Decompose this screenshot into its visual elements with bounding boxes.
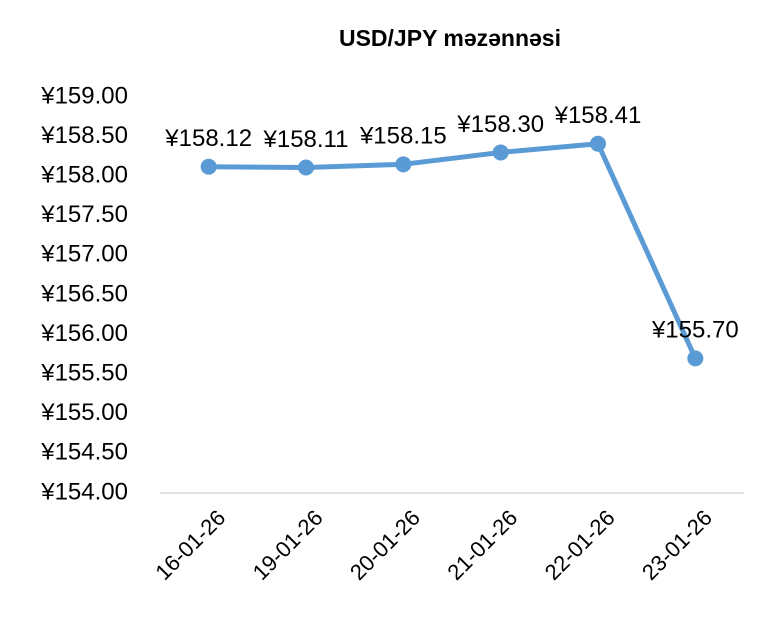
data-label: ¥158.30 [456, 111, 544, 138]
line [208, 141, 698, 360]
x-tick-label: 20-01-26 [345, 505, 425, 585]
x-tick-label: 21-01-26 [442, 505, 522, 585]
marker [590, 135, 606, 152]
y-tick-label: ¥156.50 [40, 280, 128, 307]
x-tick-label: 23-01-26 [637, 505, 717, 585]
data-label: ¥158.12 [164, 125, 252, 152]
x-tick-label: 19-01-26 [248, 505, 328, 585]
marker [395, 156, 412, 173]
data-label: ¥158.15 [359, 123, 447, 150]
y-tick-label: ¥154.00 [40, 478, 128, 505]
marker [492, 144, 509, 161]
y-tick-label: ¥154.50 [40, 439, 128, 466]
marker [298, 159, 314, 176]
y-tick-label: ¥158.50 [40, 122, 128, 149]
data-label: ¥155.70 [651, 317, 739, 344]
data-label: ¥158.41 [554, 102, 642, 129]
y-tick-label: ¥155.50 [40, 360, 128, 387]
chart-title: USD/JPY məzənnəsi [339, 25, 561, 51]
y-tick-label: ¥157.00 [40, 241, 128, 268]
x-tick-label: 16-01-26 [150, 505, 230, 585]
y-tick-label: ¥158.00 [40, 162, 128, 189]
y-tick-label: ¥156.00 [40, 320, 128, 347]
data-label: ¥158.11 [263, 126, 349, 153]
marker [200, 158, 217, 175]
y-tick-label: ¥159.00 [40, 82, 128, 109]
y-tick-label: ¥155.00 [40, 399, 128, 426]
x-tick-label: 22-01-26 [540, 505, 620, 585]
marker [687, 350, 704, 367]
y-tick-label: ¥157.50 [40, 201, 128, 228]
